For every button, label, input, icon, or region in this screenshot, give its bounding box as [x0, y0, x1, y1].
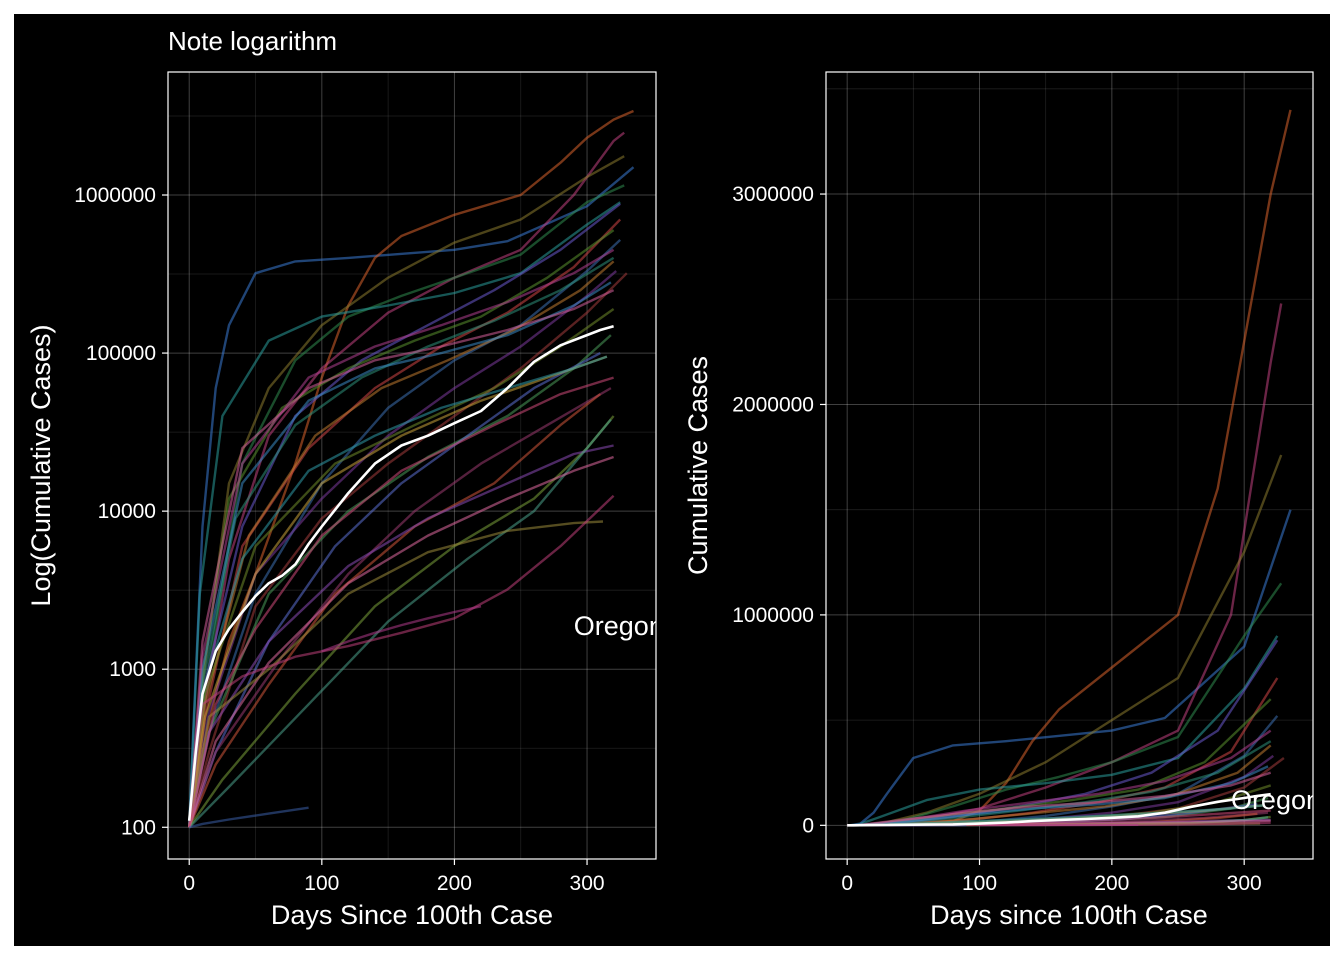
x-axis-title-linear: Days since 100th Case	[930, 900, 1208, 930]
state-series-line	[188, 455, 614, 828]
state-series-line	[188, 806, 309, 829]
y-tick-label: 100	[121, 816, 156, 839]
y-tick-label: 0	[802, 814, 814, 837]
x-tick-label: 300	[570, 872, 605, 895]
state-series-line	[188, 202, 621, 828]
series-lines-log	[188, 109, 635, 829]
chart-canvas: Oregon 0 100 200 300 1001000100001000001000…	[26, 26, 1321, 930]
y-tick-label: 1000	[109, 658, 156, 681]
state-series-line	[188, 355, 608, 828]
x-tick-label: 300	[1227, 872, 1262, 895]
y-tick-label: 2000000	[732, 393, 814, 416]
x-tick-label: 200	[437, 872, 472, 895]
state-series-line	[188, 418, 612, 829]
state-series-line	[188, 201, 621, 828]
x-tick-label: 200	[1094, 872, 1129, 895]
panel-log-chart: Oregon 0 100 200 300 100 1000 10000 100000 1000…	[26, 26, 664, 930]
state-series-line	[188, 387, 612, 828]
y-axis-title-linear: Cumulative Cases	[683, 356, 713, 575]
x-tick-label: 100	[304, 872, 339, 895]
state-series-line	[188, 166, 635, 828]
panel-linear-chart: Oregon 0 100 200 300 0 1000000 2000000 3000000…	[683, 71, 1321, 930]
x-ticks-log: 0 100 200 300	[183, 859, 605, 895]
state-series-line	[188, 444, 614, 828]
x-axis-title-log: Days Since 100th Case	[271, 900, 553, 930]
y-ticks-log: 100 1000 10000 100000 1000000	[74, 184, 168, 839]
state-series-line	[321, 605, 482, 653]
plot-title: Note logarithm	[168, 26, 337, 56]
highlight-line-linear: Oregon	[847, 785, 1321, 827]
y-tick-label: 1000000	[732, 604, 814, 627]
state-series-line	[188, 520, 604, 828]
figure-background: Oregon 0 100 200 300 100 1000 10000 100000 1000…	[14, 14, 1330, 946]
state-series-line	[188, 248, 615, 828]
y-axis-title-log: Log(Cumulative Cases)	[26, 324, 56, 606]
y-ticks-linear: 0 1000000 2000000 3000000	[732, 183, 826, 837]
plot-area-linear	[825, 71, 1314, 860]
y-tick-label: 10000	[98, 500, 156, 523]
highlight-series-line	[187, 324, 614, 821]
state-series-line	[847, 635, 1279, 827]
state-series-line	[188, 393, 602, 828]
state-series-line	[188, 415, 615, 828]
highlight-series-label: Oregon	[574, 611, 664, 641]
highlight-series-line	[847, 792, 1271, 827]
highlight-series-label: Oregon	[1231, 785, 1321, 815]
y-tick-label: 3000000	[732, 183, 814, 206]
state-series-line	[188, 376, 614, 828]
state-series-line	[188, 352, 601, 828]
highlight-line-log: Oregon	[187, 324, 664, 821]
y-tick-label: 1000000	[74, 184, 156, 207]
x-tick-label: 0	[841, 872, 853, 895]
x-ticks-linear: 0 100 200 300	[841, 859, 1262, 895]
state-series-line	[188, 289, 615, 828]
x-tick-label: 100	[962, 872, 997, 895]
y-tick-label: 100000	[86, 342, 156, 365]
state-series-line	[188, 256, 615, 828]
state-series-line	[847, 771, 1272, 827]
x-tick-label: 0	[183, 872, 195, 895]
